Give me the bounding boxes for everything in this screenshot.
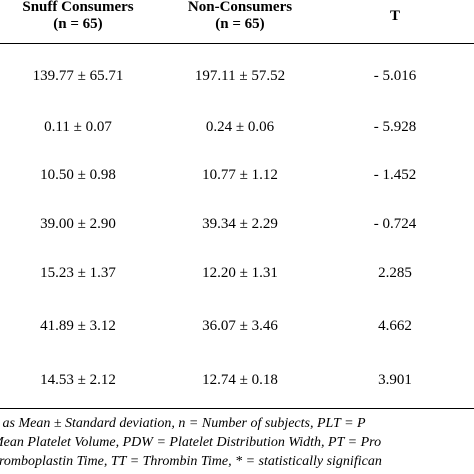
footnote-line: hromboplastin Time, TT = Thrombin Time, … — [0, 454, 382, 469]
table-cell-snuff: 15.23 ± 1.37 — [40, 265, 116, 281]
table-cell-snuff: 41.89 ± 3.12 — [40, 318, 116, 334]
table-cell-t: - 5.016 — [373, 68, 417, 84]
table-cell-non: 10.77 ± 1.12 — [202, 167, 278, 183]
table-cell-non: 12.74 ± 0.18 — [202, 372, 278, 388]
header-t: T — [389, 8, 400, 24]
table-cell-t: 3.901 — [378, 372, 412, 388]
table-cell-t: - 0.724 — [373, 216, 417, 232]
header-snuff-label: Snuff Consumers — [22, 0, 134, 15]
table-cell-non: 36.07 ± 3.46 — [202, 318, 278, 334]
table-cell-snuff: 0.11 ± 0.07 — [44, 119, 112, 135]
header-non-consumers: Non-Consumers (n = 65) — [150, 0, 330, 33]
table-cell-non: 12.20 ± 1.31 — [202, 265, 278, 281]
table-cell-snuff: 39.00 ± 2.90 — [40, 216, 116, 232]
table-cell-non: 197.11 ± 57.52 — [194, 68, 286, 84]
table-cell-t: 4.662 — [378, 318, 412, 334]
table-cell-non: 0.24 ± 0.06 — [205, 119, 275, 135]
footer-rule — [0, 408, 474, 409]
header-rule — [0, 43, 474, 44]
header-non-label: Non-Consumers — [187, 0, 293, 15]
footnote-line: d as Mean ± Standard deviation, n = Numb… — [0, 416, 366, 431]
header-non-n: (n = 65) — [215, 16, 265, 32]
header-snuff-n: (n = 65) — [53, 16, 103, 32]
table-cell-t: - 1.452 — [373, 167, 417, 183]
header-snuff-consumers: Snuff Consumers (n = 65) — [0, 0, 166, 33]
table-cell-non: 39.34 ± 2.29 — [202, 216, 278, 232]
table-cell-t: - 5.928 — [373, 119, 417, 135]
footnote-line: Mean Platelet Volume, PDW = Platelet Dis… — [0, 435, 382, 450]
table-cell-snuff: 139.77 ± 65.71 — [32, 68, 124, 84]
table-cell-snuff: 14.53 ± 2.12 — [40, 372, 116, 388]
table-cell-snuff: 10.50 ± 0.98 — [40, 167, 116, 183]
table-cell-t: 2.285 — [378, 265, 412, 281]
